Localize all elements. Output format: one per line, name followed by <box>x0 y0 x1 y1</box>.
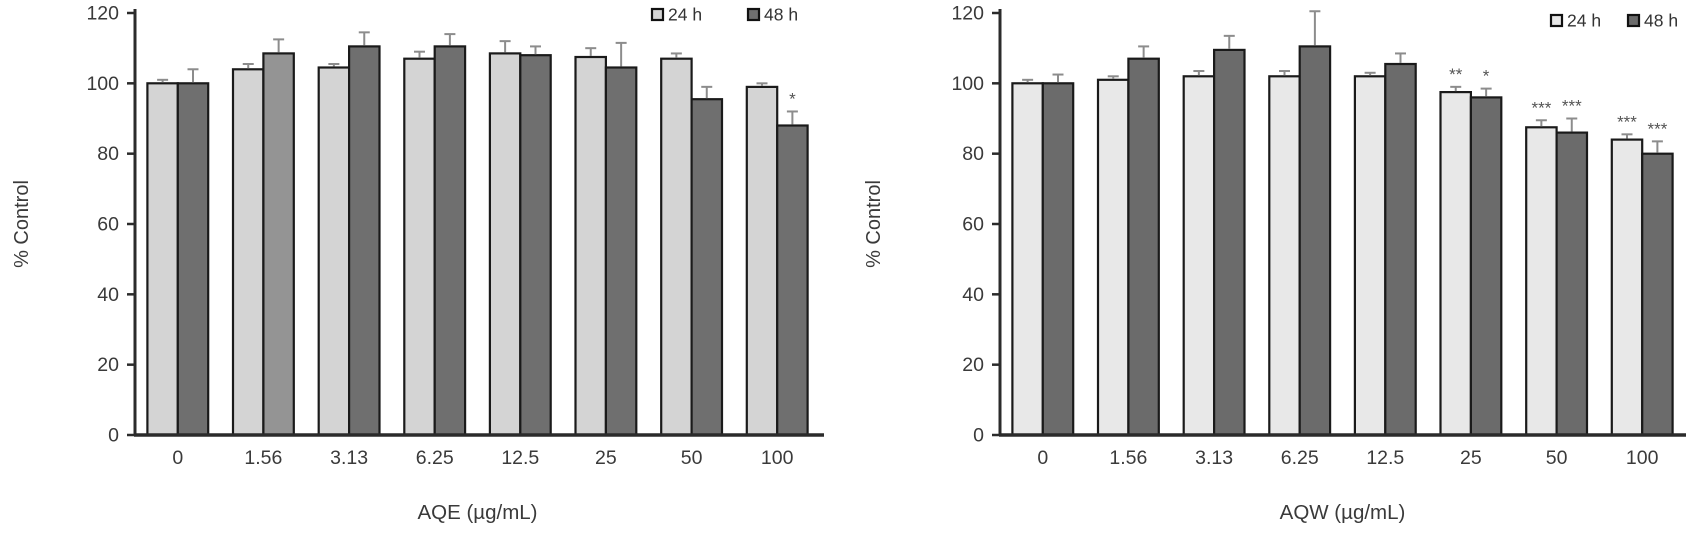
significance-label: *** <box>1531 98 1551 117</box>
significance-label: *** <box>1647 119 1667 138</box>
y-axis-title: % Control <box>863 180 885 268</box>
bar-48h-50 <box>690 98 724 437</box>
x-tick-label: 25 <box>1460 447 1482 469</box>
y-tick-label: 40 <box>97 284 119 306</box>
x-tick-label: 1.56 <box>244 447 282 469</box>
significance-label: *** <box>1562 97 1582 116</box>
y-tick-label: 20 <box>962 354 984 376</box>
y-tick-label: 100 <box>86 73 119 95</box>
legend-swatch-48h <box>746 7 761 22</box>
y-tick-label: 80 <box>962 143 984 165</box>
x-tick-label: 0 <box>1037 447 1048 469</box>
bar-48h-25 <box>604 66 638 437</box>
bar-24h-50 <box>1525 126 1558 437</box>
bar-24h-6.25 <box>403 57 436 437</box>
bar-24h-12.5 <box>1353 75 1387 437</box>
bar-48h-12.5 <box>1384 62 1417 437</box>
bar-48h-0 <box>1041 82 1075 437</box>
significance-label: * <box>1483 67 1490 86</box>
x-tick-label: 3.13 <box>330 447 368 469</box>
bar-48h-50 <box>1555 131 1589 437</box>
bar-24h-50 <box>660 57 693 437</box>
bar-48h-6.25 <box>433 45 467 437</box>
y-tick-label: 60 <box>962 214 984 236</box>
bar-24h-1.56 <box>231 68 265 437</box>
x-tick-label: 1.56 <box>1109 447 1147 469</box>
legend-label-48h: 48 h <box>764 5 798 25</box>
y-tick-label: 120 <box>951 3 984 25</box>
bar-48h-100 <box>1641 152 1674 437</box>
y-tick-label: 120 <box>86 3 119 25</box>
bar-48h-6.25 <box>1298 45 1332 437</box>
bar-24h-100 <box>745 85 779 437</box>
bar-24h-0 <box>146 82 179 437</box>
x-tick-label: 0 <box>172 447 183 469</box>
bar-48h-3.13 <box>348 45 381 437</box>
x-tick-label: 100 <box>761 447 794 469</box>
bar-48h-12.5 <box>519 54 552 437</box>
bar-48h-0 <box>176 82 210 437</box>
x-tick-label: 100 <box>1626 447 1659 469</box>
legend-swatch-48h <box>1626 13 1641 28</box>
y-tick-label: 80 <box>97 143 119 165</box>
bar-48h-25 <box>1469 96 1503 437</box>
bar-24h-25 <box>1439 90 1472 437</box>
significance-label: *** <box>1617 112 1637 131</box>
legend-swatch-24h <box>1549 13 1564 28</box>
x-axis-title: AQW (µg/mL) <box>1280 501 1406 524</box>
x-tick-label: 50 <box>1546 447 1568 469</box>
y-axis-title: % Control <box>11 180 33 268</box>
bar-24h-0 <box>1011 82 1044 437</box>
chart-aqe: * 0 20 40 60 80 100 120 0 1.56 3.13 6.25 12.5 25 50 100… <box>11 3 824 524</box>
y-tick-label: 0 <box>973 425 984 447</box>
bar-24h-100 <box>1610 138 1644 437</box>
legend-label-48h: 48 h <box>1644 11 1678 31</box>
bar-48h-100 <box>776 124 809 437</box>
significance-label: * <box>789 90 796 109</box>
bar-24h-6.25 <box>1268 75 1301 437</box>
x-tick-label: 25 <box>595 447 617 469</box>
bar-24h-3.13 <box>317 66 351 437</box>
bar-24h-3.13 <box>1182 75 1216 437</box>
x-tick-label: 6.25 <box>1281 447 1319 469</box>
bar-48h-1.56 <box>262 52 295 437</box>
significance-label: ** <box>1449 65 1463 84</box>
legend-label-24h: 24 h <box>668 5 702 25</box>
legend-swatch-24h <box>650 7 665 22</box>
y-tick-label: 100 <box>951 73 984 95</box>
x-tick-label: 12.5 <box>1366 447 1404 469</box>
x-axis-title: AQE (µg/mL) <box>417 501 537 524</box>
bar-48h-1.56 <box>1127 57 1160 437</box>
bar-24h-25 <box>574 55 607 437</box>
x-tick-label: 50 <box>681 447 703 469</box>
bar-24h-12.5 <box>488 52 522 437</box>
y-tick-label: 0 <box>108 425 119 447</box>
x-tick-label: 6.25 <box>416 447 454 469</box>
x-tick-label: 12.5 <box>501 447 539 469</box>
y-tick-label: 20 <box>97 354 119 376</box>
bar-48h-3.13 <box>1213 48 1246 437</box>
y-tick-label: 40 <box>962 284 984 306</box>
x-tick-label: 3.13 <box>1195 447 1233 469</box>
legend-label-24h: 24 h <box>1567 11 1601 31</box>
bar-24h-1.56 <box>1096 78 1130 437</box>
y-tick-label: 60 <box>97 214 119 236</box>
